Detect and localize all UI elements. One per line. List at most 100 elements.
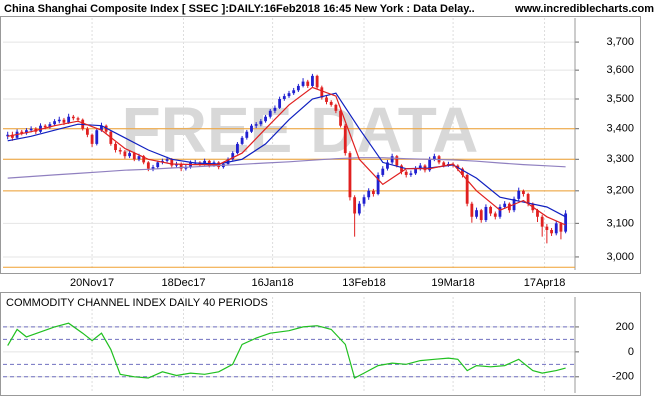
- candle-body: [475, 210, 478, 217]
- candle-body: [554, 223, 558, 234]
- source: www.incrediblecharts.com: [514, 3, 654, 15]
- candle-body: [334, 104, 338, 111]
- x-tick-label: 19Mar18: [431, 277, 474, 289]
- candle-body: [550, 229, 553, 234]
- candle-body: [503, 203, 507, 207]
- y-tick-label: 200: [616, 321, 634, 333]
- candle-body: [404, 171, 408, 175]
- candle-body: [564, 213, 568, 232]
- candle-body: [479, 210, 483, 221]
- candle-body: [428, 159, 432, 171]
- candle-body: [381, 168, 385, 175]
- x-tick-label: 16Jan18: [251, 277, 293, 289]
- candle-body: [442, 162, 446, 166]
- candle-body: [414, 168, 417, 174]
- candle-body: [76, 118, 80, 120]
- candle-body: [71, 116, 75, 119]
- candle-body: [151, 167, 155, 169]
- candle-body: [142, 156, 146, 163]
- candle-body: [395, 156, 399, 166]
- candle-body: [231, 153, 235, 160]
- candle-body: [329, 101, 333, 105]
- candle-body: [517, 190, 521, 199]
- candle-body: [259, 121, 263, 125]
- candle-body: [339, 110, 342, 126]
- candle-body: [25, 130, 28, 134]
- candle-body: [418, 165, 422, 169]
- y-tick-label: 3,100: [606, 217, 634, 229]
- candle-body: [522, 190, 525, 195]
- candle-body: [273, 107, 277, 111]
- candle-body: [175, 163, 178, 166]
- candle-body: [95, 130, 99, 144]
- y-tick-label: 3,400: [606, 123, 634, 135]
- candle-body: [343, 125, 347, 154]
- candle-body: [559, 223, 563, 232]
- y-tick-label: 3,200: [606, 185, 634, 197]
- candle-body: [465, 174, 469, 204]
- y-tick-label: 0: [628, 346, 634, 358]
- candle-body: [390, 156, 394, 163]
- y-tick-label: 3,500: [606, 93, 634, 105]
- candle-body: [48, 124, 52, 128]
- moving-average: [7, 92, 566, 218]
- x-tick-label: 18Dec17: [161, 277, 205, 289]
- candle-body: [20, 131, 24, 134]
- candle-body: [165, 159, 169, 161]
- candle-body: [498, 206, 502, 217]
- candle-body: [123, 151, 127, 157]
- candle-body: [254, 124, 258, 126]
- candle-body: [545, 226, 549, 230]
- watermark: FREE DATA: [122, 94, 479, 166]
- candle-body: [250, 125, 253, 132]
- candle-body: [132, 153, 136, 160]
- candle-body: [245, 131, 249, 138]
- candle-body: [278, 99, 282, 108]
- candle-body: [296, 85, 300, 91]
- candle-body: [357, 203, 361, 214]
- candle-body: [461, 168, 464, 175]
- candle-body: [292, 90, 296, 94]
- x-tick-label: 20Nov17: [70, 277, 114, 289]
- candle-body: [57, 119, 61, 122]
- y-tick-label: 3,600: [606, 64, 634, 76]
- moving-average: [7, 157, 566, 179]
- cci-line: [7, 322, 566, 379]
- candle-body: [67, 116, 71, 123]
- candle-body: [10, 134, 14, 138]
- candle-body: [62, 119, 66, 123]
- candle-body: [170, 159, 174, 166]
- x-tick-label: 17Apr18: [524, 277, 566, 289]
- candle-body: [100, 125, 103, 131]
- candle-body: [489, 206, 493, 214]
- candle-body: [362, 197, 366, 204]
- candle-body: [315, 75, 319, 88]
- candle-body: [29, 128, 33, 131]
- indicator-title: COMMODITY CHANNEL INDEX DAILY 40 PERIODS: [6, 297, 268, 309]
- candle-body: [484, 206, 488, 221]
- candle-body: [320, 87, 324, 98]
- candle-body: [264, 116, 267, 122]
- y-tick-label: 3,700: [606, 36, 634, 48]
- candle-body: [85, 128, 89, 135]
- candle-body: [409, 173, 413, 175]
- candle-body: [376, 174, 380, 195]
- chart-title: China Shanghai Composite Index [ SSEC ]:…: [4, 3, 475, 15]
- candle-body: [325, 97, 328, 102]
- candle-body: [311, 75, 314, 86]
- candle-body: [367, 190, 371, 198]
- x-tick-label: 13Feb18: [342, 277, 385, 289]
- candle-body: [348, 153, 352, 198]
- candle-body: [6, 134, 10, 137]
- candle-body: [156, 162, 160, 168]
- candle-body: [282, 96, 286, 100]
- candle-body: [371, 190, 375, 195]
- candle-body: [53, 121, 56, 125]
- candle-body: [128, 153, 131, 157]
- y-tick-label: 3,300: [606, 153, 634, 165]
- candle-body: [287, 93, 291, 97]
- candle-body: [540, 216, 544, 227]
- candle-body: [179, 163, 183, 169]
- price-panel: [0, 16, 641, 274]
